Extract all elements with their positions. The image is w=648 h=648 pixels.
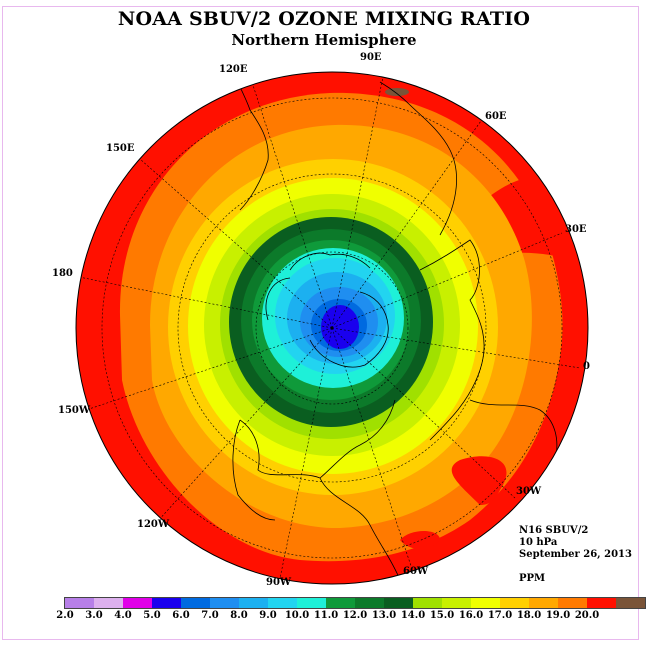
colorbar-tick-label: 16.0 [458, 610, 484, 621]
colorbar-tick-label: 4.0 [114, 610, 132, 621]
lon-label-150e: 150E [106, 143, 135, 154]
hemisphere-outline [75, 71, 589, 585]
lat-circle-50 [177, 173, 487, 483]
meridian-90e [331, 72, 387, 329]
colorbar-tick-label: 6.0 [172, 610, 190, 621]
colorbar-segment [239, 598, 268, 608]
coast-africa [469, 399, 558, 461]
units-label: PPM [519, 573, 546, 584]
meridian-60e [331, 120, 482, 329]
instrument-label: N16 SBUV/2 [519, 525, 589, 536]
lat-circle-70 [255, 251, 409, 405]
lon-label-150w: 150W [58, 405, 91, 416]
coast-east-asia [239, 109, 269, 211]
colorbar-segment [326, 598, 355, 608]
colorbar-tick-label: 19.0 [545, 610, 571, 621]
colorbar-segment [65, 598, 94, 608]
coast-europe [419, 239, 485, 441]
colorbar-segment [616, 598, 645, 608]
coast-asia [379, 81, 457, 236]
coast-greenland [309, 291, 389, 368]
colorbar-tick-label: 9.0 [259, 610, 277, 621]
lon-label-90w: 90W [266, 577, 292, 588]
colorbar-tick-label: 13.0 [371, 610, 397, 621]
colorbar-segment [587, 598, 616, 608]
colorbar-tick-label: 2.0 [56, 610, 74, 621]
colorbar-tick-label: 5.0 [143, 610, 161, 621]
colorbar-segment [94, 598, 123, 608]
colorbar-segment [297, 598, 326, 608]
band-4 [321, 305, 359, 349]
colorbar-segment [355, 598, 384, 608]
lon-label-180: 180 [52, 268, 73, 279]
colorbar-tick-label: 15.0 [429, 610, 455, 621]
lon-label-60e: 60E [485, 111, 507, 122]
meridian-120e [249, 75, 333, 329]
colorbar-segment [210, 598, 239, 608]
colorbar-tick-label: 7.0 [201, 610, 219, 621]
colorbar-segment [181, 598, 210, 608]
lon-label-60w: 60W [403, 566, 429, 577]
lon-label-120w: 120W [137, 519, 170, 530]
lon-label-90e: 90E [360, 52, 382, 63]
colorbar-segment [413, 598, 442, 608]
colorbar-tick-label: 14.0 [400, 610, 426, 621]
colorbar-tick-label: 10.0 [284, 610, 310, 621]
colorbar-segment [268, 598, 297, 608]
meridian-0 [331, 327, 581, 369]
colorbar-segment [558, 598, 587, 608]
meridian-30e [331, 232, 563, 329]
coast-arctic-siberia [289, 252, 371, 271]
lon-label-120e: 120E [219, 64, 248, 75]
colorbar-tick-label: 17.0 [487, 610, 513, 621]
colorbar-ticks: 2.0 3.0 4.0 5.0 6.0 7.0 8.0 9.0 10.0 11.0 12.0 13.0… [0, 610, 648, 624]
coastlines [229, 72, 558, 581]
pressure-level-label: 10 hPa [519, 537, 558, 548]
meridian-120w [156, 327, 333, 523]
lon-label-30e: 30E [565, 224, 587, 235]
meridian-150e [131, 151, 333, 329]
colorbar-segment [123, 598, 152, 608]
colorbar-tick-label: 12.0 [342, 610, 368, 621]
colorbar-segment [442, 598, 471, 608]
band-19-south [451, 456, 507, 505]
colorbar-tick-label: 20.0 [574, 610, 600, 621]
colorbar-segment [500, 598, 529, 608]
colorbar-tick-label: 11.0 [313, 610, 339, 621]
meridian-150w [85, 327, 333, 411]
colorbar-tick-label: 3.0 [85, 610, 103, 621]
colorbar-segment [384, 598, 413, 608]
meridian-90w [278, 327, 333, 584]
coast-alaska [265, 277, 291, 321]
graticule [76, 72, 581, 584]
colorbar-segment [152, 598, 181, 608]
colorbar-tick-label: 8.0 [230, 610, 248, 621]
band-20-spot [385, 88, 409, 96]
ozone-field [76, 72, 588, 584]
colorbar-segment [529, 598, 558, 608]
lon-label-30w: 30W [516, 486, 542, 497]
date-label: September 26, 2013 [519, 549, 632, 560]
colorbar [64, 597, 646, 609]
colorbar-tick-label: 18.0 [516, 610, 542, 621]
lat-circle-30 [101, 97, 563, 559]
map-subtitle: Northern Hemisphere [231, 31, 417, 49]
figure-frame [2, 6, 639, 640]
colorbar-segment [471, 598, 500, 608]
lon-label-0: 0 [583, 361, 590, 372]
meridian-60w [331, 327, 412, 567]
coast-west [232, 419, 276, 521]
coast-east [319, 399, 396, 479]
meridian-30w [331, 327, 516, 499]
page-title: NOAA SBUV/2 OZONE MIXING RATIO [117, 8, 531, 30]
